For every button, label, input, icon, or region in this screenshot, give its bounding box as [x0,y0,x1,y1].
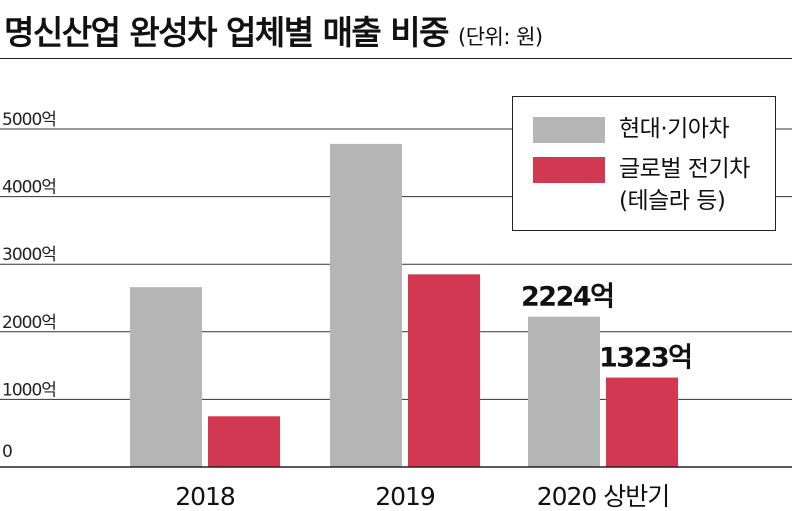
unit-label: (단위: 원) [458,25,543,49]
y-tick-label: 3000억 [2,245,56,265]
legend-item-global: 글로벌 전기차 (테슬라 등) [533,156,750,217]
bar-global-1 [408,274,480,467]
legend-swatch-hyundai [533,117,605,143]
bar-hyundai-1 [330,143,402,467]
y-tick-label: 0 [2,442,12,462]
title-divider [0,58,792,59]
legend-item-hyundai: 현대·기아차 [533,116,730,145]
y-tick-label: 2000억 [2,313,56,333]
legend-label-hyundai: 현대·기아차 [619,116,730,142]
data-label: 2224억 [521,282,614,313]
bar-hyundai-2 [528,316,600,467]
bar-hyundai-0 [130,287,202,467]
data-label: 1323억 [599,343,692,374]
y-tick-label: 1000억 [2,380,56,400]
y-tick-label: 4000억 [2,178,56,198]
x-tick-label: 2018 [175,482,235,511]
bar-global-0 [208,416,280,467]
legend-label-global: 글로벌 전기차 (테슬라 등) [619,156,750,214]
x-tick-label: 2019 [375,482,435,511]
bar-global-2 [606,377,678,467]
y-tick-label: 5000억 [2,110,56,130]
title-block: 명신산업 완성차 업체별 매출 비중 (단위: 원) [4,6,543,54]
legend: 현대·기아차 글로벌 전기차 (테슬라 등) [512,96,776,231]
chart-title: 명신산업 완성차 업체별 매출 비중 [4,13,450,52]
x-tick-label: 2020 상반기 [537,482,670,511]
legend-swatch-global [533,157,605,183]
